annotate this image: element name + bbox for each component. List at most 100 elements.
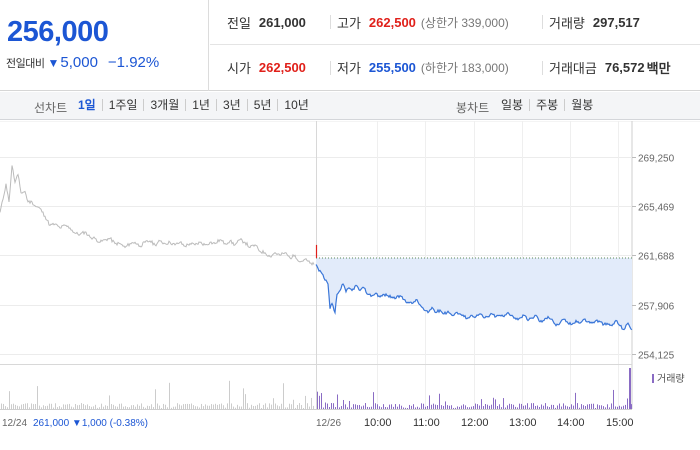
volume-bar	[75, 404, 76, 409]
volume-bar	[31, 403, 32, 409]
volume-bar	[259, 403, 260, 409]
volume-bar	[507, 405, 508, 409]
volume-bar	[331, 403, 332, 409]
volume-bar	[223, 405, 224, 409]
chart-lines	[0, 165, 633, 331]
volume-bar	[429, 395, 430, 409]
y-tick-label: 254,125	[638, 351, 675, 362]
stat-label: 거래량	[549, 15, 585, 31]
change-amount: 5,000	[60, 54, 98, 71]
volume-bar	[67, 404, 68, 409]
volume-bar	[103, 406, 104, 409]
volume-bar	[205, 404, 206, 409]
volume-bar	[421, 403, 422, 409]
volume-bar	[151, 404, 152, 409]
period-bar: 선차트 1일 1주일 3개월 1년 3년 5년 10년 봉차트 일봉 주봉 월봉	[0, 92, 700, 120]
volume-bar	[49, 403, 50, 409]
volume-bar	[341, 406, 342, 409]
volume-bar	[23, 404, 24, 409]
volume-bar	[295, 407, 296, 409]
volume-bar	[527, 403, 528, 409]
volume-bar	[533, 403, 534, 409]
volume-bar	[359, 404, 360, 409]
volume-bar	[127, 407, 128, 409]
volume-bar	[213, 404, 214, 409]
volume-bar	[291, 404, 292, 409]
volume-bar	[351, 407, 352, 409]
volume-bar	[415, 407, 416, 409]
volume-bar	[157, 403, 158, 409]
volume-bar	[99, 407, 100, 409]
volume-bar	[161, 407, 162, 409]
tab-weekly-candle[interactable]: 주봉	[529, 99, 564, 111]
volume-bar	[39, 405, 40, 409]
volume-bar	[363, 405, 364, 409]
volume-bar	[193, 405, 194, 409]
volume-bar	[601, 405, 602, 409]
volume-bar	[487, 404, 488, 409]
change-percent: −1.92%	[107, 54, 160, 71]
tab-monthly-candle[interactable]: 월봉	[564, 99, 599, 111]
volume-bar	[505, 407, 506, 409]
y-tick-label: 257,906	[638, 302, 675, 313]
volume-bar	[577, 403, 578, 409]
current-session-line	[315, 264, 633, 331]
volume-bar	[273, 398, 274, 409]
line-chart-label: 선차트	[34, 101, 68, 115]
volume-bar	[583, 405, 584, 409]
volume-bar	[269, 403, 270, 409]
volume-bar	[299, 403, 300, 409]
volume-bar	[233, 406, 234, 409]
line-period-tabs: 1일 1주일 3개월 1년 3년 5년 10년	[72, 99, 315, 111]
volume-bar	[345, 404, 346, 409]
volume-bar	[427, 405, 428, 409]
volume-bar	[1, 403, 2, 409]
tab-5years[interactable]: 5년	[246, 99, 278, 111]
volume-bar	[433, 403, 434, 409]
volume-bar	[497, 406, 498, 409]
tab-10years[interactable]: 10년	[277, 99, 314, 111]
volume-bar	[599, 405, 600, 409]
volume-bar	[519, 403, 520, 409]
tab-1week[interactable]: 1주일	[101, 99, 144, 111]
volume-bar	[397, 406, 398, 409]
volume-bar	[97, 407, 98, 409]
volume-bar	[559, 403, 560, 409]
tab-1day[interactable]: 1일	[78, 98, 96, 112]
volume-bar	[125, 406, 126, 409]
stats-grid: 전일 261,000 고가 262,500 (상한가 339,000) 거래량 …	[210, 0, 700, 91]
volume-bar	[375, 403, 376, 409]
tab-1year[interactable]: 1년	[185, 99, 216, 111]
x-tick-label: 14:00	[557, 417, 585, 429]
volume-bar	[243, 388, 244, 409]
volume-bar	[63, 404, 64, 409]
volume-bar	[179, 404, 180, 409]
volume-bar	[283, 383, 284, 409]
volume-bar	[81, 403, 82, 409]
x-tick-label: 10:00	[364, 417, 392, 429]
volume-bar	[7, 407, 8, 409]
volume-bar	[173, 406, 174, 409]
volume-bar	[409, 404, 410, 409]
volume-bar	[147, 405, 148, 409]
volume-bar	[145, 407, 146, 409]
volume-bar	[435, 404, 436, 409]
volume-bar	[159, 405, 160, 409]
volume-bar	[53, 407, 54, 409]
volume-bar	[539, 406, 540, 409]
volume-bar	[211, 404, 212, 409]
volume-bar	[21, 404, 22, 409]
volume-bar	[105, 405, 106, 409]
volume-bar	[183, 404, 184, 409]
volume-bar	[27, 403, 28, 409]
volume-bar	[119, 403, 120, 409]
current-price: 256,000	[7, 16, 109, 48]
tab-daily-candle[interactable]: 일봉	[501, 98, 524, 112]
tab-3months[interactable]: 3개월	[143, 99, 185, 111]
volume-bar	[529, 407, 530, 409]
tab-3years[interactable]: 3년	[215, 99, 247, 111]
volume-bar	[17, 405, 18, 409]
volume-bar	[443, 405, 444, 409]
volume-bar	[309, 406, 310, 409]
volume-bar	[35, 403, 36, 409]
